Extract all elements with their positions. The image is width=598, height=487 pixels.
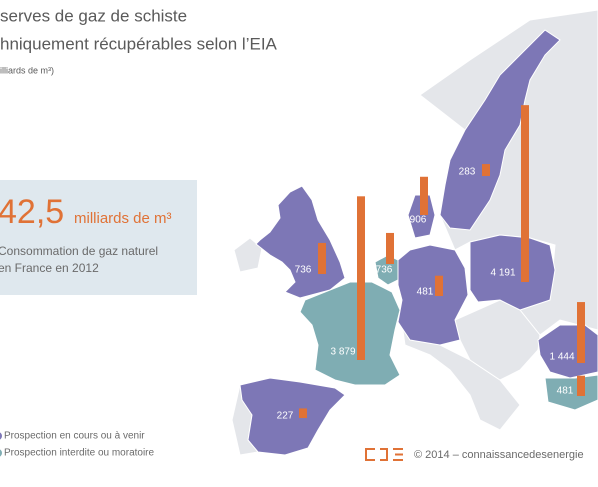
value-label: 227 <box>277 411 294 422</box>
bar <box>482 164 490 176</box>
title-line: serves de gaz de schiste <box>0 6 187 25</box>
legend-label: Prospection en cours ou à venir <box>4 431 145 442</box>
country <box>239 377 346 456</box>
bar <box>420 176 428 215</box>
countries <box>239 29 598 456</box>
country <box>469 234 556 311</box>
highlight-box <box>0 180 197 295</box>
bar <box>577 302 585 363</box>
value-label: 906 <box>410 215 427 226</box>
highlight-value: 42,5 <box>0 193 64 231</box>
bar <box>386 232 394 264</box>
legend-marker <box>0 449 2 457</box>
bars: 736 3 879 736 906 283 481 4 191 227 1 444 481 <box>277 105 585 422</box>
value-label: 736 <box>295 265 312 276</box>
value-label: 4 191 <box>490 268 515 279</box>
legend-label: Prospection interdite ou moratoire <box>4 448 155 459</box>
highlight-unit: milliards de m³ <box>74 210 172 227</box>
bar <box>577 375 585 396</box>
value-label: 481 <box>417 287 434 298</box>
value-label: 481 <box>557 386 574 397</box>
country <box>407 194 436 239</box>
bar <box>357 196 365 360</box>
highlight-caption: en France en 2012 <box>0 261 99 275</box>
bar <box>299 408 307 418</box>
value-label: 736 <box>376 265 393 276</box>
highlight-caption: Consommation de gaz naturel <box>0 244 158 258</box>
logo <box>365 448 403 461</box>
country <box>299 281 401 386</box>
country <box>397 244 469 346</box>
title-line: hniquement récupérables selon l’EIA <box>0 34 278 53</box>
legend-marker <box>0 432 2 440</box>
subtitle: illiards de m³) <box>0 65 54 75</box>
land-shape <box>233 237 263 273</box>
value-label: 3 879 <box>330 347 355 358</box>
bar <box>318 242 326 274</box>
value-label: 283 <box>459 167 476 178</box>
bar <box>435 275 443 296</box>
country <box>439 29 561 231</box>
value-label: 1 444 <box>549 352 574 363</box>
footer: © 2014 – connaissancedesenergie <box>414 449 584 461</box>
bar <box>521 105 529 282</box>
